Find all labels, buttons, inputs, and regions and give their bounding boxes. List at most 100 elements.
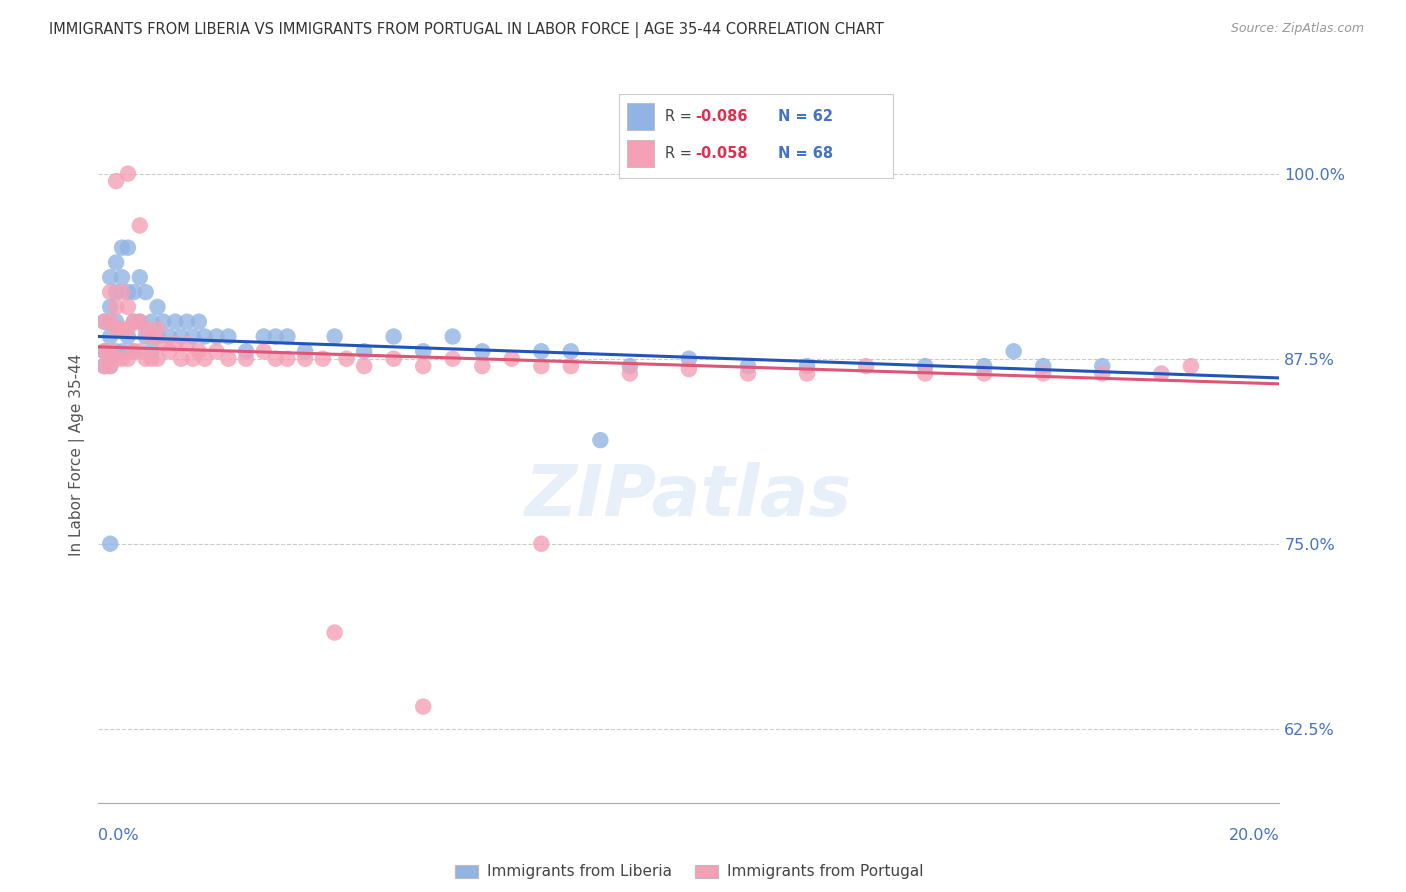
Point [98,285,121,299]
Point [128,315,150,329]
Point [141,329,163,343]
Point [98,359,121,373]
Point [253,344,276,359]
Point [105,174,128,188]
Point [294,351,316,366]
Point [181,329,204,343]
Text: ZIPatlas: ZIPatlas [526,462,852,531]
Point [1180,359,1202,373]
Point [93,344,115,359]
Point [146,300,169,314]
Point [382,351,405,366]
Text: -0.086: -0.086 [696,109,748,124]
Point [205,329,228,343]
Point [117,167,139,181]
Point [264,351,287,366]
Point [353,344,375,359]
Point [914,359,936,373]
Point [678,362,700,376]
Point [135,322,157,336]
Point [93,359,115,373]
Point [111,351,134,366]
Point [353,359,375,373]
Point [796,367,818,381]
Y-axis label: In Labor Force | Age 35-44: In Labor Force | Age 35-44 [69,354,84,556]
Point [323,625,346,640]
Point [187,344,209,359]
Point [530,359,553,373]
Point [170,351,193,366]
Point [176,315,198,329]
Point [152,337,174,351]
Point [98,270,121,285]
Point [323,329,346,343]
Point [737,367,759,381]
Point [105,315,128,329]
Point [122,315,145,329]
Point [146,329,169,343]
FancyBboxPatch shape [627,140,654,168]
Point [530,537,553,551]
Point [117,351,139,366]
Point [128,219,150,233]
Point [264,329,287,343]
Point [170,329,193,343]
Point [501,351,523,366]
Point [135,329,157,343]
Point [312,351,335,366]
Point [105,322,128,336]
Point [128,315,150,329]
Point [1091,367,1114,381]
Point [335,351,357,366]
Legend: Immigrants from Liberia, Immigrants from Portugal: Immigrants from Liberia, Immigrants from… [449,858,929,886]
Point [152,315,174,329]
Text: -0.058: -0.058 [696,146,748,161]
Point [105,344,128,359]
Point [141,344,163,359]
Point [122,344,145,359]
Point [98,315,121,329]
Point [165,337,187,351]
Point [146,351,169,366]
Point [93,315,115,329]
Point [105,351,128,366]
Point [412,699,434,714]
Point [105,255,128,269]
Point [93,315,115,329]
Point [1091,359,1114,373]
Point [111,285,134,299]
Point [1032,367,1054,381]
FancyBboxPatch shape [627,103,654,130]
Point [105,285,128,299]
Text: Source: ZipAtlas.com: Source: ZipAtlas.com [1230,22,1364,36]
Point [560,359,582,373]
Point [205,344,228,359]
Point [194,351,217,366]
Point [117,285,139,299]
Point [973,359,995,373]
Point [217,329,239,343]
Text: R =: R = [665,109,697,124]
Text: 20.0%: 20.0% [1229,828,1279,843]
Point [117,241,139,255]
Point [737,359,759,373]
Point [855,359,877,373]
Point [382,329,405,343]
Text: N = 62: N = 62 [778,109,832,124]
Point [146,322,169,336]
Point [619,359,641,373]
Point [111,322,134,336]
Point [471,344,494,359]
Point [796,359,818,373]
Point [235,351,257,366]
Point [276,329,298,343]
Point [619,367,641,381]
Point [141,351,163,366]
Point [973,367,995,381]
Point [98,344,121,359]
Point [678,351,700,366]
Point [1150,367,1173,381]
Point [187,315,209,329]
Point [98,537,121,551]
Point [589,433,612,447]
